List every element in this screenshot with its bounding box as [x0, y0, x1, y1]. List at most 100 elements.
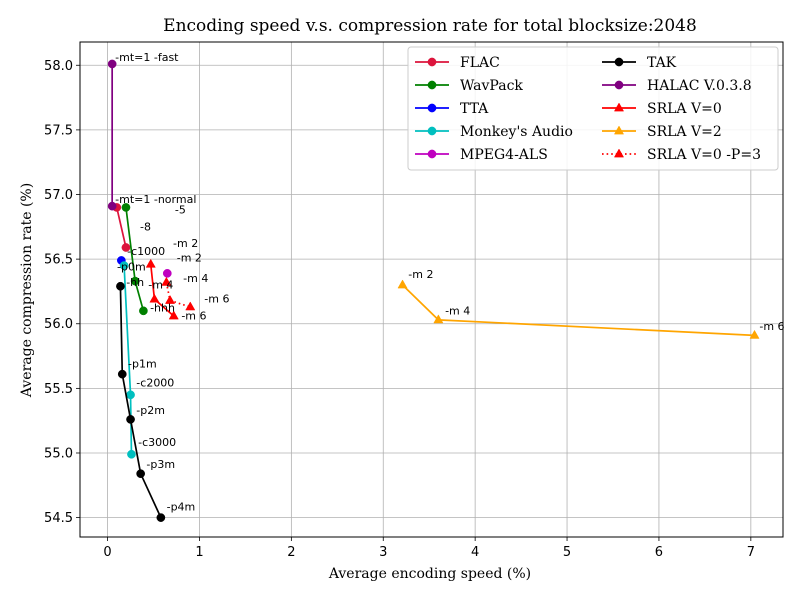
point-annotation: -hh: [126, 276, 144, 289]
point-annotation: -p3m: [146, 458, 175, 471]
legend-label: FLAC: [460, 55, 500, 71]
legend-box: [407, 46, 779, 171]
legend-entry-tta: TTA: [415, 101, 489, 117]
data-point-wavpack: [121, 203, 131, 212]
point-annotation: -5: [175, 203, 186, 216]
data-point-tak: [116, 281, 125, 291]
legend-entry-srla-v-0-p-3: SRLA V=0 -P=3: [602, 147, 761, 163]
data-point-srla-v-2: [749, 329, 760, 339]
legend-marker: [614, 57, 624, 67]
legend-entry-srla-v-2: SRLA V=2: [602, 124, 722, 140]
x-axis-label: Average encoding speed (%): [328, 566, 531, 582]
y-tick-label: 55.5: [44, 382, 73, 397]
data-point-srla-v-0: [145, 258, 156, 268]
series-halac-v-0-3-8: [107, 59, 117, 211]
point-annotation: -m 2: [408, 268, 433, 281]
legend-label: TTA: [460, 101, 489, 117]
point-annotation: -p1m: [128, 357, 157, 370]
legend-marker: [427, 103, 437, 113]
plot-area: [107, 59, 760, 522]
point-annotation: -m 6: [181, 309, 206, 322]
legend-entry-wavpack: WavPack: [415, 78, 523, 94]
legend-marker: [614, 80, 624, 90]
data-point-flac: [121, 243, 131, 252]
legend-entry-halac-v-0-3-8: HALAC V.0.3.8: [602, 78, 752, 94]
legend-marker: [613, 148, 625, 158]
legend-label: SRLA V=2: [647, 124, 722, 140]
legend-marker: [427, 80, 437, 90]
x-tick-label: 1: [195, 545, 203, 560]
point-annotation: -8: [140, 220, 151, 233]
series-srla-v-0: [145, 258, 179, 320]
data-point-srla-v-0-p-3: [161, 276, 172, 286]
y-tick-label: 58.0: [44, 59, 73, 74]
data-point-monkey-s-audio: [127, 449, 136, 459]
y-tick-label: 56.0: [44, 317, 73, 332]
legend-marker: [427, 126, 437, 136]
axis-ticks: 0 1 2 3 4 5 6 7 54.5 55.0 55.5 56.0 56.5 57.0 57.5 58.0: [44, 59, 755, 560]
series-mpeg4-als: [162, 268, 172, 278]
x-tick-label: 7: [747, 545, 755, 560]
point-annotation: -mt=1 -normal: [115, 193, 196, 206]
data-point-tak: [136, 469, 146, 479]
legend-marker: [427, 57, 437, 67]
point-annotation: -m 2: [177, 251, 202, 264]
legend-entry-srla-v-0: SRLA V=0: [602, 101, 722, 117]
point-annotation: -m 4: [183, 272, 208, 285]
point-annotation: -m 4: [148, 278, 173, 291]
x-tick-label: 5: [563, 545, 571, 560]
legend-entry-flac: FLAC: [415, 55, 500, 71]
legend-label: HALAC V.0.3.8: [647, 78, 752, 94]
y-tick-label: 54.5: [44, 511, 73, 526]
data-point-wavpack: [139, 306, 148, 316]
legend-entry-mpeg4-als: MPEG4-ALS: [415, 147, 548, 163]
legend-marker: [427, 149, 437, 159]
data-point-wavpack: [130, 276, 140, 286]
series-line-flac: [115, 207, 127, 248]
chart-title: Encoding speed v.s. compression rate for…: [163, 16, 697, 36]
point-annotation: -p0m: [117, 260, 146, 273]
legend-entry-monkey-s-audio: Monkey's Audio: [415, 124, 573, 140]
series-monkey-s-audio: [119, 261, 136, 459]
data-point-halac-v-0-3-8: [107, 201, 117, 211]
legend: FLAC WavPack TTA Monkey's Audio MPEG4-ALS TAK…: [407, 46, 779, 171]
series-srla-v-2: [397, 279, 760, 339]
x-tick-label: 6: [655, 545, 663, 560]
plot-frame: [79, 41, 784, 538]
point-annotation: -mt=1 -fast: [115, 51, 179, 64]
legend-label: TAK: [647, 55, 677, 71]
point-annotation: -m 2: [173, 237, 198, 250]
y-tick-label: 57.5: [44, 123, 73, 138]
series-wavpack: [121, 203, 148, 316]
legend-label: MPEG4-ALS: [460, 147, 548, 163]
point-annotation: -p4m: [167, 501, 196, 514]
data-point-mpeg4-als: [162, 268, 172, 278]
data-point-halac-v-0-3-8: [107, 59, 117, 69]
legend-label: SRLA V=0 -P=3: [647, 147, 761, 163]
point-annotation: -c1000: [127, 245, 165, 258]
point-annotation: -hhh: [150, 302, 175, 315]
x-tick-label: 3: [379, 545, 387, 560]
y-tick-label: 57.0: [44, 188, 73, 203]
y-tick-label: 56.5: [44, 253, 73, 268]
legend-label: SRLA V=0: [647, 101, 722, 117]
data-point-srla-v-2: [433, 314, 444, 324]
x-tick-label: 2: [287, 545, 295, 560]
point-annotation: -m 4: [445, 304, 470, 317]
data-point-srla-v-0: [168, 310, 179, 320]
series-srla-v-0-p-3: [161, 276, 196, 311]
series-tak: [116, 281, 166, 522]
point-annotation: -c2000: [136, 377, 174, 390]
x-tick-label: 4: [471, 545, 479, 560]
legend-marker: [613, 102, 625, 112]
data-point-tak: [126, 415, 135, 424]
data-point-monkey-s-audio: [119, 261, 129, 270]
point-annotation: -m 6: [204, 293, 229, 306]
legend-marker: [613, 125, 625, 135]
data-point-srla-v-0-p-3: [185, 301, 196, 311]
legend-entry-tak: TAK: [602, 55, 677, 71]
point-annotation: -p2m: [136, 404, 165, 417]
point-annotation: -m 6: [759, 320, 784, 333]
